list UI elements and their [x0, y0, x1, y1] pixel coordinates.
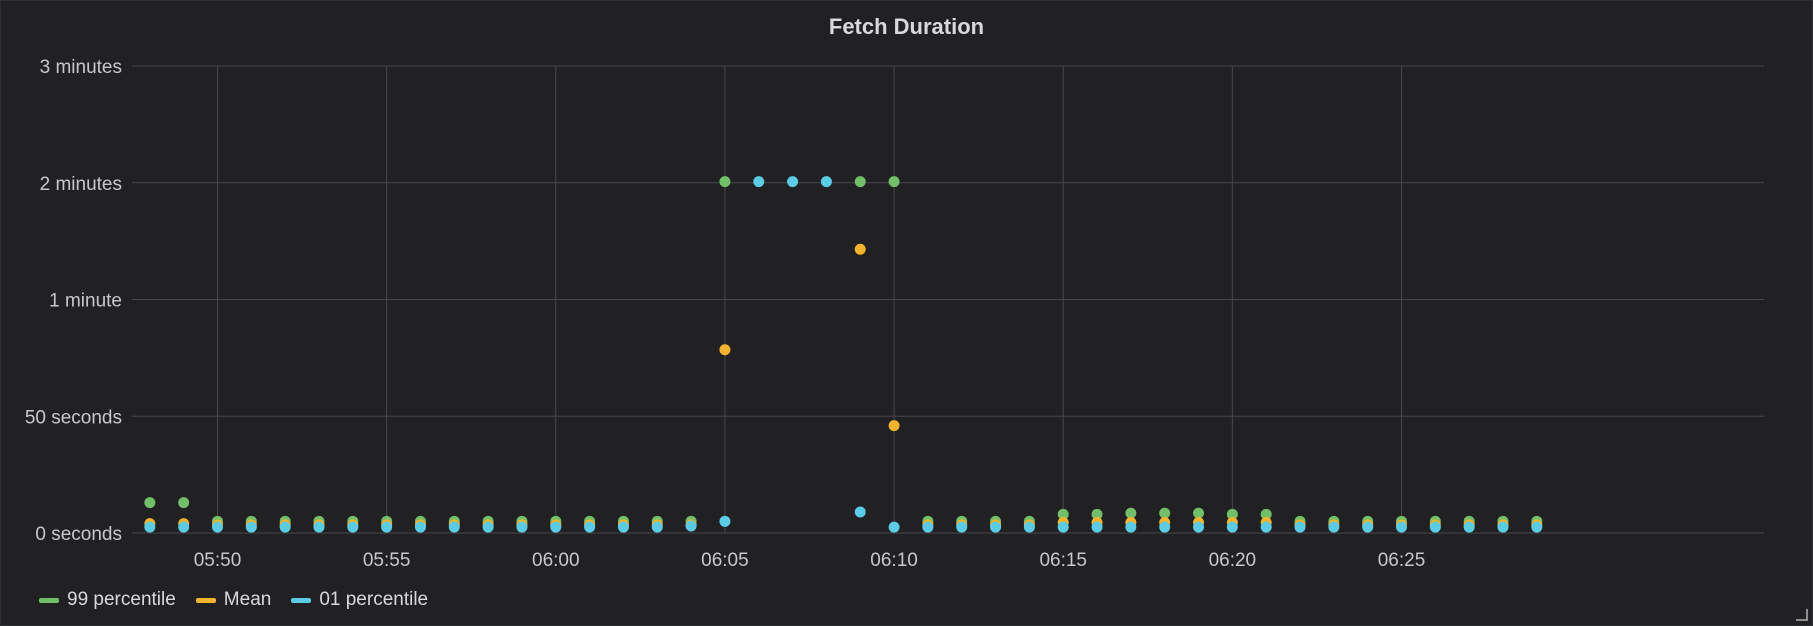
- data-point-01-percentile: [212, 521, 223, 533]
- x-tick-label: 06:05: [701, 550, 749, 571]
- legend-swatch: [39, 597, 59, 603]
- x-tick-label: 06:10: [870, 550, 918, 571]
- y-tick-label: 3 minutes: [40, 57, 122, 78]
- data-point-01-percentile: [787, 176, 799, 188]
- data-point-01-percentile: [1396, 521, 1407, 533]
- data-point-99-percentile: [854, 176, 866, 188]
- data-point-99-percentile: [1260, 508, 1272, 520]
- x-tick-label: 06:15: [1039, 550, 1087, 571]
- data-point-99-percentile: [719, 176, 731, 188]
- data-point-01-percentile: [685, 520, 697, 532]
- x-tick-label: 06:25: [1378, 550, 1426, 571]
- data-point-01-percentile: [1429, 521, 1441, 533]
- y-tick-label: 2 minutes: [40, 174, 122, 195]
- data-point-01-percentile: [144, 521, 156, 533]
- data-point-01-percentile: [516, 521, 528, 533]
- data-point-01-percentile: [347, 521, 359, 533]
- data-point-01-percentile: [1294, 521, 1306, 533]
- data-point-01-percentile: [651, 521, 663, 533]
- data-point-99-percentile: [888, 176, 900, 188]
- data-point-01-percentile: [1362, 521, 1374, 533]
- resize-handle[interactable]: [1796, 609, 1808, 621]
- data-point-01-percentile: [279, 521, 291, 533]
- data-point-mean: [719, 344, 731, 356]
- data-point-99-percentile: [178, 497, 190, 509]
- data-points: [144, 176, 1543, 533]
- data-point-01-percentile: [1057, 521, 1069, 533]
- data-point-01-percentile: [584, 521, 596, 533]
- data-point-01-percentile: [1125, 521, 1137, 533]
- data-point-99-percentile: [1057, 508, 1069, 520]
- panel-title[interactable]: Fetch Duration: [828, 14, 985, 39]
- data-point-01-percentile: [1328, 521, 1340, 533]
- data-point-99-percentile: [144, 497, 156, 509]
- data-point-01-percentile: [550, 521, 562, 533]
- grid: [132, 65, 1764, 534]
- legend-swatch: [195, 597, 216, 603]
- data-point-99-percentile: [1193, 507, 1205, 519]
- data-point-01-percentile: [313, 521, 325, 533]
- data-point-01-percentile: [1023, 521, 1035, 533]
- data-point-99-percentile: [1226, 508, 1238, 520]
- data-point-01-percentile: [888, 521, 900, 533]
- data-point-01-percentile: [482, 521, 494, 533]
- y-tick-label: 1 minute: [49, 291, 122, 312]
- data-point-01-percentile: [448, 521, 460, 533]
- x-tick-label: 05:55: [363, 550, 411, 571]
- data-point-01-percentile: [854, 506, 866, 518]
- data-point-01-percentile: [1260, 521, 1272, 533]
- data-point-01-percentile: [245, 521, 257, 533]
- data-point-01-percentile: [956, 521, 968, 533]
- y-tick-label: 50 seconds: [25, 407, 122, 428]
- data-point-01-percentile: [922, 521, 934, 533]
- x-axis-ticks: 05:50 05:55 06:00 06:05 06:10 06:15 06:20 06:25: [194, 550, 1426, 571]
- x-tick-label: 05:50: [194, 550, 242, 571]
- data-point-01-percentile: [1531, 521, 1543, 533]
- data-point-01-percentile: [617, 521, 629, 533]
- legend-item-99-percentile[interactable]: 99 percentile: [39, 589, 176, 611]
- y-axis-ticks: 0 seconds 50 seconds 1 minute 2 minutes 3 mi…: [25, 57, 122, 545]
- legend-item-01-percentile[interactable]: 01 percentile: [291, 589, 428, 611]
- data-point-01-percentile: [1159, 521, 1171, 533]
- legend-label: 01 percentile: [319, 589, 429, 610]
- data-point-01-percentile: [381, 521, 393, 533]
- legend-item-mean[interactable]: Mean: [195, 589, 272, 611]
- legend-label: 99 percentile: [67, 589, 176, 610]
- legend-swatch: [291, 597, 312, 603]
- data-point-99-percentile: [1091, 508, 1103, 520]
- data-point-mean: [888, 420, 900, 432]
- data-point-01-percentile: [820, 176, 832, 188]
- data-point-01-percentile: [1091, 521, 1103, 533]
- legend: 99 percentile Mean 01 percentile: [39, 589, 428, 611]
- legend-label: Mean: [223, 589, 272, 610]
- data-point-01-percentile: [178, 521, 190, 533]
- data-point-01-percentile: [414, 521, 426, 533]
- data-point-mean: [854, 243, 866, 255]
- scatter-chart: 0 seconds 50 seconds 1 minute 2 minutes 3 mi…: [25, 57, 1764, 571]
- data-point-01-percentile: [1497, 521, 1509, 533]
- data-point-99-percentile: [1159, 507, 1171, 519]
- data-point-01-percentile: [990, 521, 1002, 533]
- data-point-01-percentile: [753, 176, 765, 188]
- x-tick-label: 06:20: [1209, 550, 1257, 571]
- y-tick-label: 0 seconds: [35, 524, 122, 545]
- data-point-99-percentile: [1125, 507, 1137, 519]
- data-point-01-percentile: [1226, 521, 1238, 533]
- data-point-01-percentile: [1193, 521, 1205, 533]
- data-point-01-percentile: [719, 515, 731, 527]
- data-point-01-percentile: [1463, 521, 1475, 533]
- x-tick-label: 06:00: [532, 550, 580, 571]
